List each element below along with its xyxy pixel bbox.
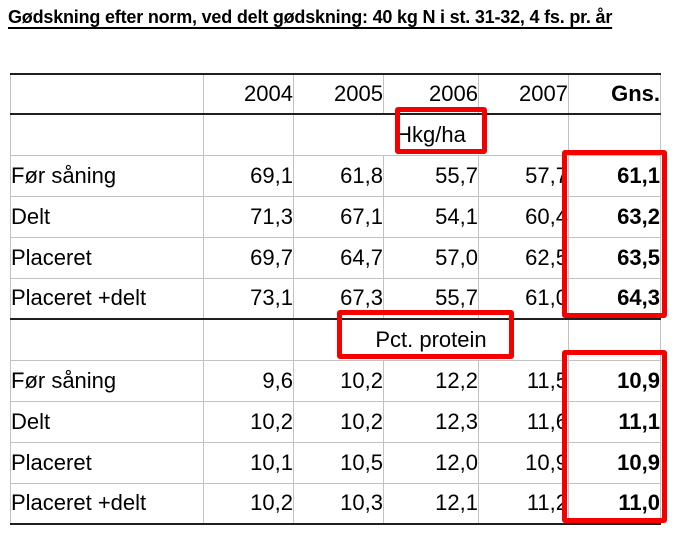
- table-row: Placeret +delt 10,2 10,3 12,1 11,2 11,0: [10, 482, 661, 525]
- row-label: Før såning: [10, 154, 204, 197]
- value-cell: 67,3: [293, 277, 384, 320]
- header-gns: Gns.: [568, 73, 661, 115]
- avg-cell: 10,9: [568, 359, 661, 402]
- value-cell: 57,0: [383, 236, 479, 279]
- empty-cell: [568, 113, 661, 156]
- value-cell: 11,6: [478, 400, 569, 443]
- table-row: Før såning 9,6 10,2 12,2 11,5 10,9: [10, 359, 661, 402]
- value-cell: 12,1: [383, 482, 479, 525]
- empty-cell: [10, 113, 204, 156]
- section-unit-row-protein: Pct. protein: [10, 318, 661, 361]
- avg-cell: 61,1: [568, 154, 661, 197]
- value-cell: 10,1: [203, 441, 294, 484]
- table-row: Placeret 69,7 64,7 57,0 62,5 63,5: [10, 236, 661, 279]
- row-label: Delt: [10, 195, 204, 238]
- page-title: Gødskning efter norm, ved delt gødskning…: [8, 7, 613, 27]
- unit-label-hkgha: Hkg/ha: [293, 113, 569, 156]
- value-cell: 61,8: [293, 154, 384, 197]
- row-label: Placeret +delt: [10, 277, 204, 320]
- section-unit-row-hkgha: Hkg/ha: [10, 113, 661, 156]
- value-cell: 55,7: [383, 277, 479, 320]
- table-row: Delt 71,3 67,1 54,1 60,4 63,2: [10, 195, 661, 238]
- header-year-2007: 2007: [478, 73, 569, 115]
- value-cell: 10,2: [293, 400, 384, 443]
- value-cell: 10,2: [293, 359, 384, 402]
- value-cell: 9,6: [203, 359, 294, 402]
- value-cell: 55,7: [383, 154, 479, 197]
- table-header-row: 2004 2005 2006 2007 Gns.: [10, 73, 661, 115]
- value-cell: 61,0: [478, 277, 569, 320]
- value-cell: 12,0: [383, 441, 479, 484]
- value-cell: 10,2: [203, 482, 294, 525]
- value-cell: 64,7: [293, 236, 384, 279]
- value-cell: 10,2: [203, 400, 294, 443]
- header-empty-cell: [10, 73, 204, 115]
- value-cell: 73,1: [203, 277, 294, 320]
- value-cell: 54,1: [383, 195, 479, 238]
- header-year-2004: 2004: [203, 73, 294, 115]
- avg-cell: 63,5: [568, 236, 661, 279]
- row-label: Før såning: [10, 359, 204, 402]
- avg-cell: 11,1: [568, 400, 661, 443]
- row-label: Delt: [10, 400, 204, 443]
- row-label: Placeret +delt: [10, 482, 204, 525]
- value-cell: 62,5: [478, 236, 569, 279]
- results-table-wrap: 2004 2005 2006 2007 Gns. Hkg/ha Før såni…: [10, 73, 661, 525]
- table-row: Placeret 10,1 10,5 12,0 10,9 10,9: [10, 441, 661, 484]
- row-label: Placeret: [10, 236, 204, 279]
- value-cell: 11,5: [478, 359, 569, 402]
- header-year-2006: 2006: [383, 73, 479, 115]
- unit-label-protein: Pct. protein: [293, 318, 569, 361]
- value-cell: 69,7: [203, 236, 294, 279]
- header-year-2005: 2005: [293, 73, 384, 115]
- value-cell: 11,2: [478, 482, 569, 525]
- empty-cell: [203, 113, 294, 156]
- empty-cell: [203, 318, 294, 361]
- value-cell: 10,3: [293, 482, 384, 525]
- value-cell: 69,1: [203, 154, 294, 197]
- empty-cell: [10, 318, 204, 361]
- table-row: Delt 10,2 10,2 12,3 11,6 11,1: [10, 400, 661, 443]
- table-row: Før såning 69,1 61,8 55,7 57,7 61,1: [10, 154, 661, 197]
- value-cell: 10,5: [293, 441, 384, 484]
- value-cell: 12,2: [383, 359, 479, 402]
- value-cell: 60,4: [478, 195, 569, 238]
- row-label: Placeret: [10, 441, 204, 484]
- avg-cell: 63,2: [568, 195, 661, 238]
- avg-cell: 11,0: [568, 482, 661, 525]
- value-cell: 57,7: [478, 154, 569, 197]
- value-cell: 12,3: [383, 400, 479, 443]
- results-table: 2004 2005 2006 2007 Gns. Hkg/ha Før såni…: [10, 73, 661, 525]
- value-cell: 71,3: [203, 195, 294, 238]
- avg-cell: 64,3: [568, 277, 661, 320]
- avg-cell: 10,9: [568, 441, 661, 484]
- table-row: Placeret +delt 73,1 67,3 55,7 61,0 64,3: [10, 277, 661, 320]
- empty-cell: [568, 318, 661, 361]
- value-cell: 67,1: [293, 195, 384, 238]
- value-cell: 10,9: [478, 441, 569, 484]
